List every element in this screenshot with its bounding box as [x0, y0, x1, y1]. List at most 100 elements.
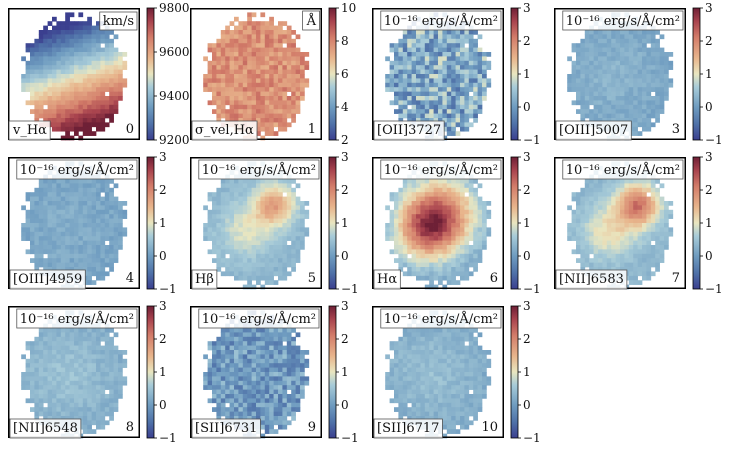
map-pixel — [650, 60, 656, 66]
map-pixel — [446, 179, 452, 184]
map-pixel — [455, 258, 461, 263]
map-pixel — [220, 60, 226, 66]
map-pixel — [473, 249, 478, 255]
map-pixel — [584, 38, 590, 44]
map-pixel — [38, 376, 44, 382]
map-pixel — [580, 100, 586, 106]
map-pixel — [216, 109, 222, 114]
map-pixel — [113, 367, 119, 373]
map-pixel — [38, 109, 44, 114]
map-pixel — [576, 236, 581, 241]
map-pixel — [247, 205, 252, 211]
map-pixel — [424, 231, 430, 237]
map-pixel — [398, 113, 404, 119]
map-pixel — [122, 52, 128, 57]
map-pixel — [584, 240, 590, 246]
map-pixel — [251, 179, 257, 184]
map-pixel — [264, 52, 270, 57]
map-pixel — [100, 87, 106, 92]
map-pixel — [100, 38, 106, 44]
map-pixel — [468, 74, 474, 79]
map-pixel — [633, 209, 638, 215]
map-pixel — [389, 231, 395, 237]
map-pixel — [593, 113, 599, 119]
map-pixel — [47, 100, 53, 106]
map-pixel — [438, 249, 443, 255]
map-pixel — [56, 385, 62, 390]
map-pixel — [229, 328, 235, 333]
map-pixel — [606, 258, 612, 263]
map-pixel — [269, 69, 274, 75]
map-pixel — [260, 183, 266, 189]
map-pixel — [65, 336, 70, 342]
map-pixel — [584, 249, 590, 255]
map-pixel — [238, 205, 244, 211]
map-pixel — [477, 196, 483, 202]
map-pixel — [21, 236, 26, 241]
map-pixel — [247, 56, 252, 62]
map-pixel — [642, 100, 647, 106]
map-pixel — [242, 25, 248, 31]
map-pixel — [598, 74, 603, 79]
map-pixel — [451, 109, 456, 114]
map-pixel — [43, 30, 48, 35]
map-pixel — [56, 416, 62, 421]
map-pixel — [273, 100, 279, 106]
map-pixel — [468, 253, 474, 259]
map-pixel — [109, 187, 114, 193]
map-pixel — [598, 267, 603, 272]
map-pixel — [464, 209, 470, 215]
map-pixel — [482, 223, 487, 228]
map-pixel — [429, 236, 434, 241]
map-pixel — [606, 253, 612, 259]
map-pixel — [433, 179, 439, 184]
map-pixel — [234, 38, 239, 44]
map-pixel — [238, 389, 244, 395]
map-pixel — [468, 34, 474, 40]
map-pixel — [109, 209, 114, 215]
map-pixel — [47, 56, 53, 62]
map-pixel — [642, 236, 647, 241]
map-pixel — [118, 223, 123, 228]
map-pixel — [34, 56, 40, 62]
map-pixel — [91, 231, 97, 237]
map-pixel — [633, 30, 638, 35]
map-pixel — [60, 21, 66, 26]
map-pixel — [91, 398, 97, 404]
map-pixel — [282, 196, 288, 202]
map-pixel — [87, 341, 92, 346]
map-pixel — [628, 91, 634, 97]
map-pixel — [278, 118, 283, 123]
map-pixel — [624, 196, 630, 202]
map-pixel — [247, 196, 252, 202]
map-pixel — [247, 372, 252, 377]
map-pixel — [104, 411, 110, 417]
map-pixel — [460, 78, 465, 84]
map-pixel — [256, 231, 261, 237]
map-pixel — [442, 38, 448, 44]
map-pixel — [628, 183, 634, 189]
map-pixel — [664, 96, 669, 101]
map-pixel — [637, 240, 643, 246]
map-pixel — [442, 34, 448, 40]
map-pixel — [659, 74, 665, 79]
map-pixel — [109, 345, 114, 351]
map-pixel — [52, 196, 57, 202]
map-pixel — [620, 179, 625, 184]
map-pixel — [87, 350, 92, 355]
map-pixel — [407, 60, 412, 66]
map-pixel — [642, 60, 647, 66]
map-pixel — [460, 104, 465, 110]
map-pixel — [91, 420, 97, 426]
map-pixel — [433, 271, 439, 277]
map-pixel — [411, 205, 417, 211]
map-pixel — [69, 122, 75, 128]
map-pixel — [229, 223, 235, 228]
map-pixel — [615, 60, 621, 66]
map-pixel — [593, 91, 599, 97]
map-pixel — [446, 109, 452, 114]
map-pixel — [411, 91, 417, 97]
map-pixel — [269, 223, 274, 228]
map-pixel — [78, 341, 84, 346]
